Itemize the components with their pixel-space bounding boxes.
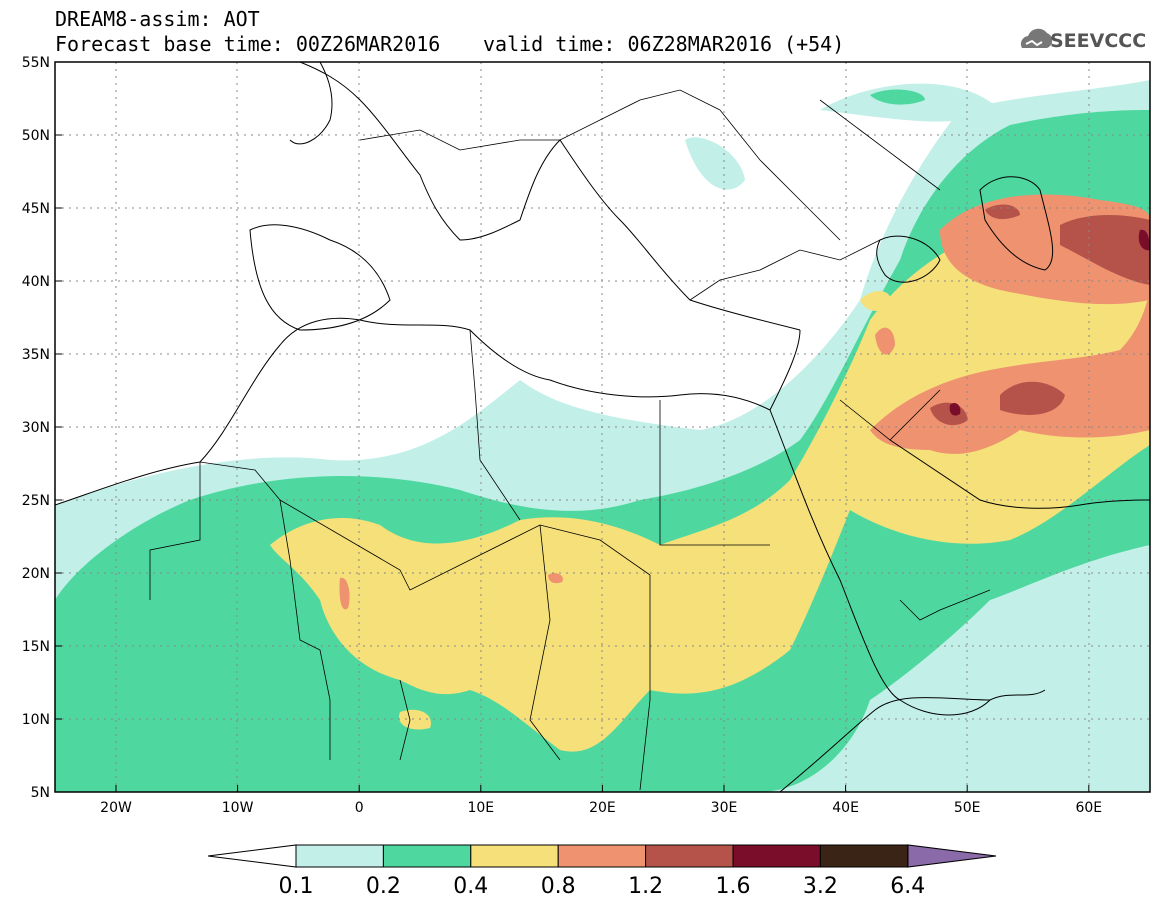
colorbar-box xyxy=(732,844,821,868)
lat-tick-label: 35N xyxy=(22,347,50,363)
lon-tick-label: 10E xyxy=(467,800,494,816)
lat-tick-label: 15N xyxy=(22,639,50,655)
colorbar-box xyxy=(557,844,647,868)
colorbar-labels: 0.1 0.2 0.4 0.8 1.2 1.6 3.2 6.4 xyxy=(279,874,926,899)
aot-0.4-region xyxy=(270,235,1150,752)
lat-tick-label: 25N xyxy=(22,493,50,509)
lat-tick-label: 30N xyxy=(22,420,50,436)
lon-tick-label: 50E xyxy=(954,800,981,816)
colorbar-box xyxy=(645,844,734,868)
colorbar: 0.1 0.2 0.4 0.8 1.2 1.6 3.2 6.4 xyxy=(207,844,997,899)
colorbar-box xyxy=(819,844,909,868)
colorbar-over-arrow xyxy=(907,844,997,868)
lat-tick-label: 5N xyxy=(31,785,50,801)
colorbar-label: 0.4 xyxy=(453,874,488,899)
colorbar-label: 1.6 xyxy=(716,874,751,899)
valid-time-label: valid time: 06Z28MAR2016 (+54) xyxy=(483,32,845,56)
aot-1.2-region xyxy=(1000,381,1065,415)
colorbar-label: 0.8 xyxy=(541,874,576,899)
colorbar-label: 3.2 xyxy=(803,874,838,899)
colorbar-label: 0.2 xyxy=(366,874,401,899)
logo-text: SEEVCCC xyxy=(1050,30,1147,52)
lon-tick-label: 10W xyxy=(222,800,254,816)
lon-tick-label: 20E xyxy=(589,800,616,816)
axis-labels: 55N 50N 45N 40N 35N 30N 25N 20N 15N 10N 5N 20W 10W 0 1… xyxy=(22,55,1102,816)
colorbar-under-arrow xyxy=(207,844,297,868)
country-borders xyxy=(149,89,991,791)
base-time-label: Forecast base time: 00Z26MAR2016 xyxy=(55,32,441,56)
map-title: DREAM8-assim: AOT xyxy=(55,7,260,31)
lat-tick-label: 20N xyxy=(22,566,50,582)
lon-tick-label: 40E xyxy=(832,800,859,816)
lon-tick-label: 30E xyxy=(711,800,738,816)
gridlines xyxy=(55,62,1150,792)
lat-tick-label: 55N xyxy=(22,55,50,71)
coastlines xyxy=(55,62,1150,792)
aot-1.6-region xyxy=(949,403,961,416)
lon-tick-label: 20W xyxy=(100,800,132,816)
colorbar-label: 1.2 xyxy=(628,874,663,899)
lat-tick-label: 50N xyxy=(22,128,50,144)
colorbar-boxes xyxy=(295,844,909,868)
lat-tick-label: 10N xyxy=(22,712,50,728)
lon-tick-label: 0 xyxy=(355,800,364,816)
lat-tick-label: 45N xyxy=(22,201,50,217)
colorbar-box xyxy=(295,844,384,868)
colorbar-label: 6.4 xyxy=(890,874,925,899)
lon-tick-label: 60E xyxy=(1075,800,1102,816)
colorbar-box xyxy=(470,844,559,868)
colorbar-box xyxy=(382,844,472,868)
colorbar-label: 0.1 xyxy=(279,874,314,899)
lat-tick-label: 40N xyxy=(22,274,50,290)
